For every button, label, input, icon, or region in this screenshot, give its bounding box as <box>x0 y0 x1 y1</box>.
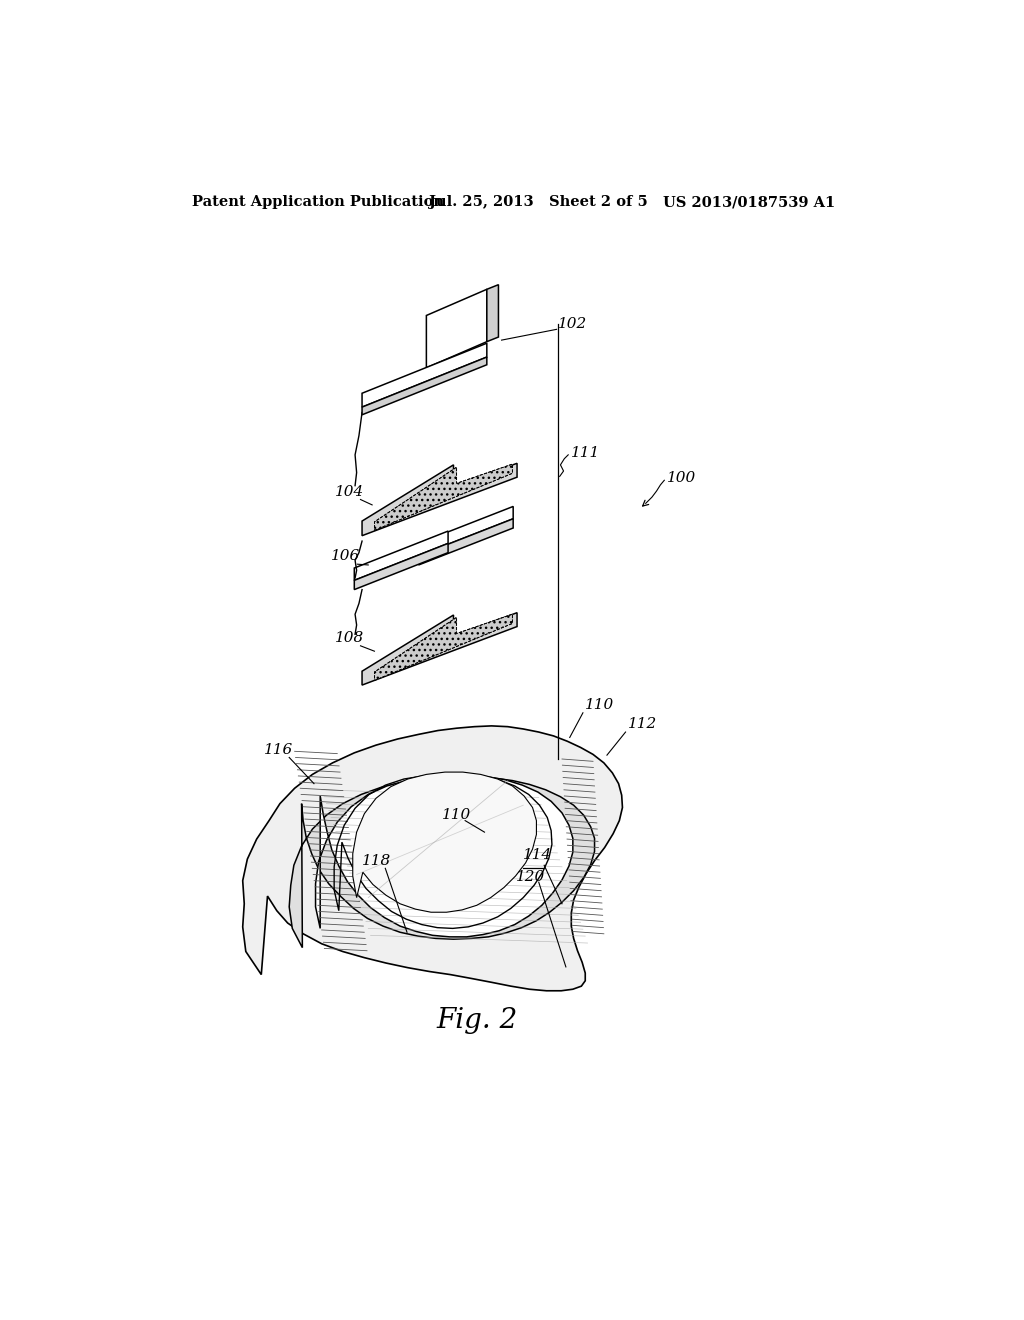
Text: 110: 110 <box>586 698 614 711</box>
Polygon shape <box>315 776 572 937</box>
Text: 118: 118 <box>362 854 391 869</box>
Text: 112: 112 <box>628 717 657 731</box>
Text: 106: 106 <box>331 549 360 564</box>
Text: 104: 104 <box>335 484 365 499</box>
Text: 102: 102 <box>558 317 588 331</box>
Text: 120: 120 <box>515 870 545 883</box>
Polygon shape <box>362 463 517 536</box>
Polygon shape <box>289 777 595 948</box>
Text: 100: 100 <box>667 471 696 484</box>
Text: 114: 114 <box>523 849 553 862</box>
Polygon shape <box>486 285 499 342</box>
Polygon shape <box>362 358 486 414</box>
Polygon shape <box>426 289 486 368</box>
Polygon shape <box>352 772 537 912</box>
Polygon shape <box>362 343 486 407</box>
Polygon shape <box>419 507 513 556</box>
Text: Fig. 2: Fig. 2 <box>436 1007 517 1035</box>
Text: US 2013/0187539 A1: US 2013/0187539 A1 <box>663 195 835 210</box>
Text: 110: 110 <box>442 808 471 822</box>
Polygon shape <box>243 726 623 991</box>
Text: 108: 108 <box>335 631 365 645</box>
Text: Patent Application Publication: Patent Application Publication <box>191 195 443 210</box>
Text: 111: 111 <box>571 446 600 461</box>
Polygon shape <box>375 465 512 531</box>
Polygon shape <box>354 531 449 581</box>
Text: Jul. 25, 2013   Sheet 2 of 5: Jul. 25, 2013 Sheet 2 of 5 <box>429 195 647 210</box>
Polygon shape <box>375 614 512 681</box>
Polygon shape <box>419 519 513 565</box>
Polygon shape <box>354 544 449 590</box>
Text: 116: 116 <box>263 743 293 756</box>
Polygon shape <box>362 612 517 685</box>
